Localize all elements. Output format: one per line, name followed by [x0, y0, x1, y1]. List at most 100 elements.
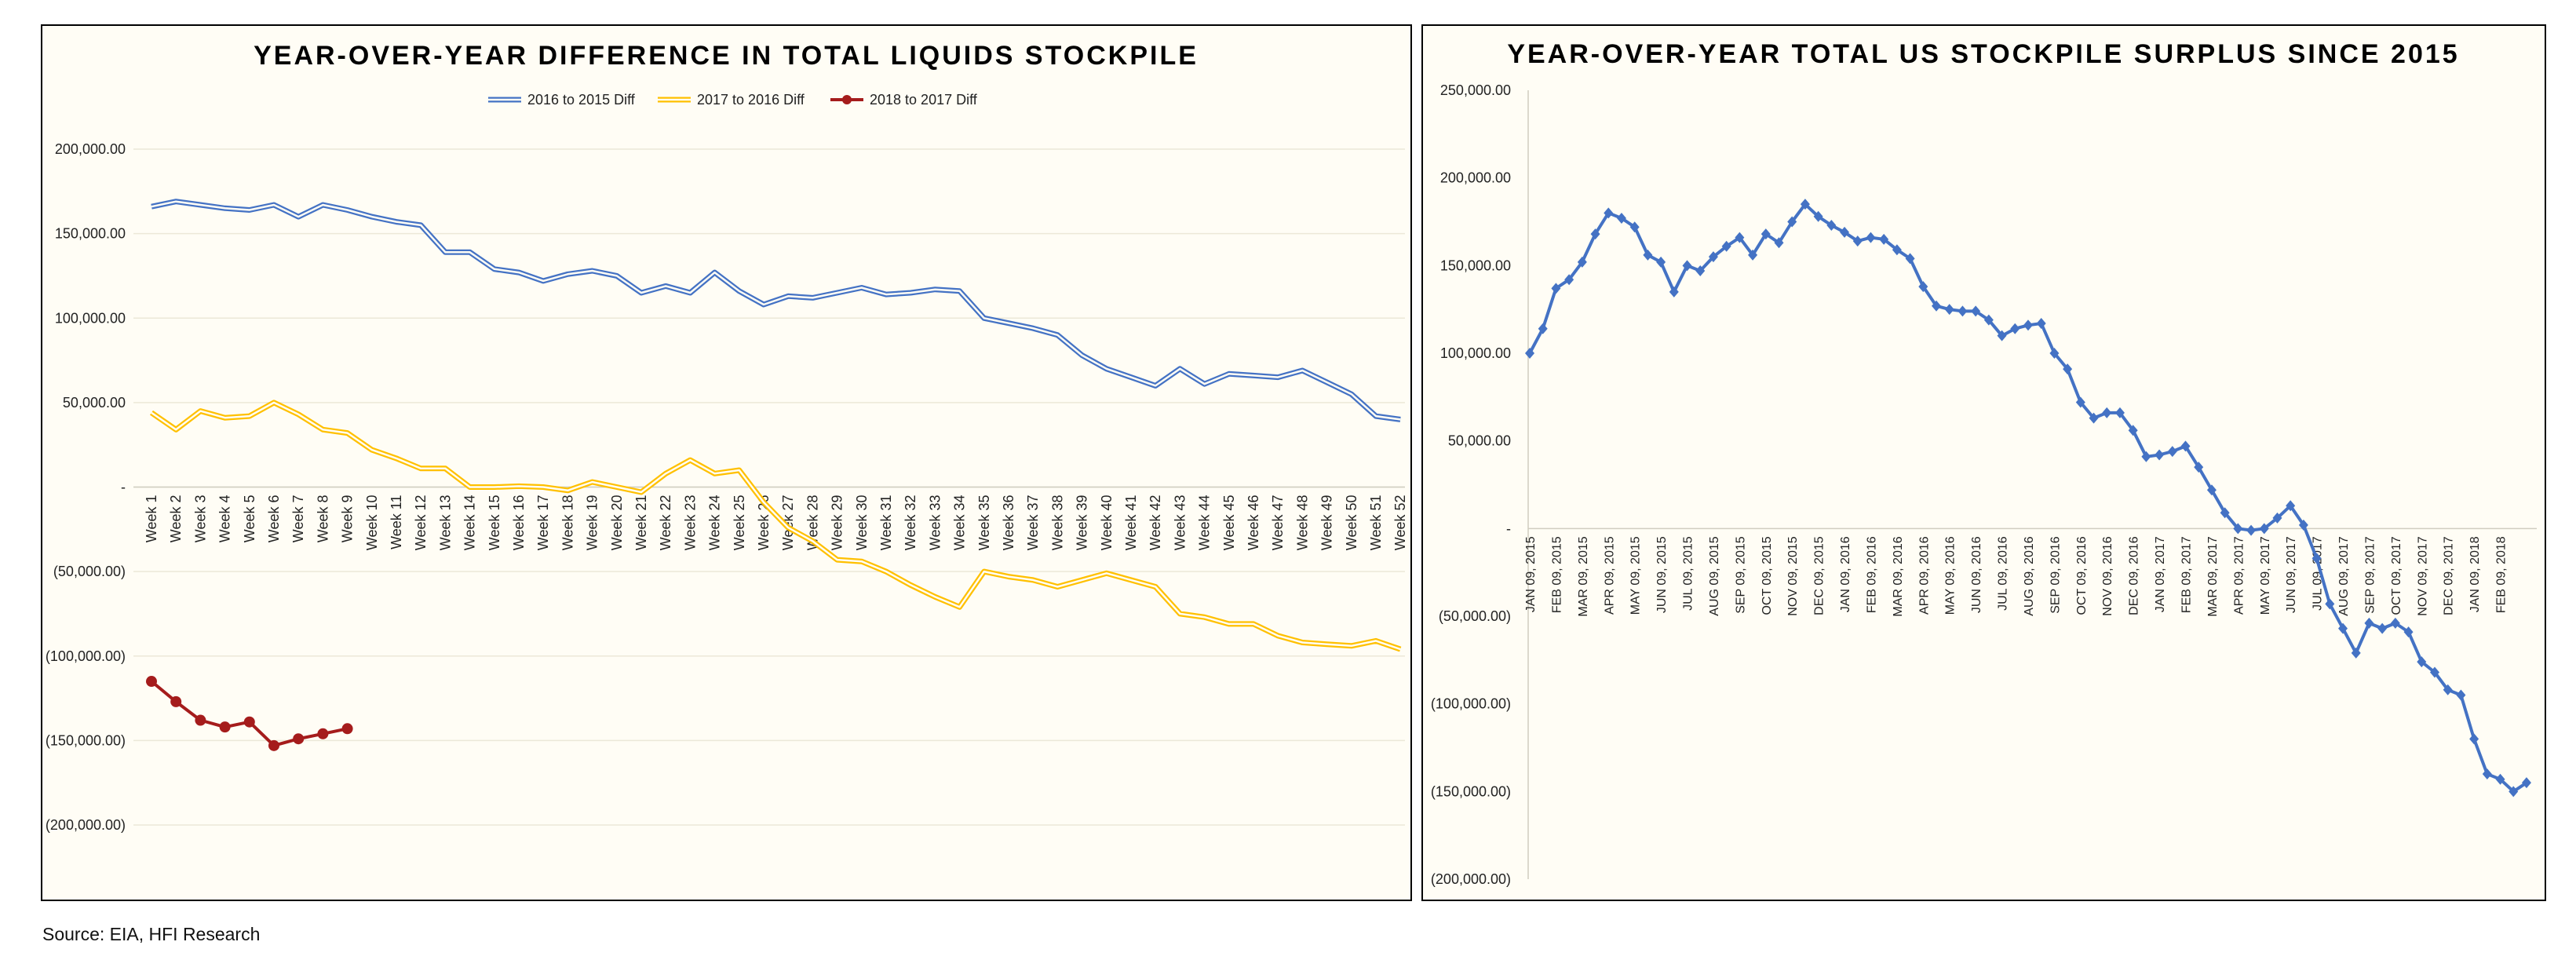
- x-tick-label: Week 14: [462, 495, 478, 551]
- x-tick-label: Week 50: [1344, 495, 1359, 551]
- point: [2456, 689, 2466, 701]
- point: [2272, 512, 2282, 524]
- x-tick-label: MAY 09, 2016: [1944, 536, 1958, 615]
- x-tick-label: Week 6: [266, 495, 282, 543]
- y-tick-label: 250,000.00: [1440, 82, 1511, 98]
- chart-title: YEAR-OVER-YEAR DIFFERENCE IN TOTAL LIQUI…: [254, 41, 1199, 71]
- point: [1761, 228, 1771, 240]
- point: [2075, 396, 2085, 408]
- point: [2128, 425, 2138, 436]
- y-tick-label: -: [121, 480, 126, 495]
- point: [1604, 207, 1614, 219]
- x-tick-label: Week 27: [780, 495, 796, 551]
- point: [2246, 524, 2257, 536]
- x-tick-label: Week 30: [854, 495, 870, 551]
- x-tick-label: DEC 09, 2017: [2443, 536, 2456, 615]
- x-tick-label: FEB 09, 2015: [1550, 536, 1563, 613]
- point: [170, 695, 182, 707]
- x-tick-label: Week 9: [340, 495, 356, 543]
- x-tick-label: Week 5: [242, 495, 257, 543]
- point: [2114, 407, 2125, 418]
- point: [2089, 412, 2099, 424]
- point: [1656, 256, 1666, 268]
- point: [2010, 323, 2020, 334]
- y-tick-label: 50,000.00: [63, 395, 126, 411]
- point: [2180, 440, 2191, 452]
- x-tick-label: Week 35: [976, 495, 992, 551]
- point: [2049, 348, 2060, 359]
- x-tick-label: SEP 09, 2017: [2363, 536, 2377, 614]
- point: [1813, 210, 1823, 222]
- x-tick-label: FEB 09, 2017: [2180, 536, 2194, 613]
- x-tick-label: AUG 09, 2015: [1708, 536, 1721, 616]
- x-tick-label: Week 1: [144, 495, 159, 543]
- point: [1590, 228, 1600, 240]
- point: [341, 723, 353, 735]
- x-tick-label: JAN 09, 2017: [2154, 536, 2167, 612]
- point: [1682, 260, 1692, 272]
- point: [2233, 523, 2243, 535]
- point: [2508, 786, 2519, 798]
- panel-left: [41, 24, 1412, 901]
- x-tick-label: NOV 09, 2016: [2101, 536, 2114, 616]
- y-tick-label: 100,000.00: [1440, 345, 1511, 361]
- point: [1577, 256, 1587, 268]
- x-tick-label: Week 43: [1172, 495, 1188, 551]
- point: [2023, 319, 2033, 331]
- x-tick-label: APR 09, 2016: [1917, 536, 1931, 615]
- x-tick-label: Week 15: [487, 495, 502, 551]
- x-tick-label: Week 33: [927, 495, 943, 551]
- point: [2063, 363, 2073, 375]
- x-tick-label: JUN 09, 2016: [1970, 536, 1983, 613]
- point: [1983, 314, 1994, 326]
- x-tick-label: Week 7: [290, 495, 306, 543]
- point: [317, 728, 329, 739]
- point: [1826, 219, 1837, 231]
- x-tick-label: Week 10: [364, 495, 380, 551]
- x-tick-label: MAY 09, 2015: [1629, 536, 1643, 615]
- x-tick-label: Week 18: [560, 495, 575, 551]
- y-tick-label: 200,000.00: [1440, 170, 1511, 186]
- point: [1774, 237, 1784, 249]
- y-tick-label: 150,000.00: [55, 226, 126, 242]
- point: [2338, 622, 2348, 634]
- x-tick-label: Week 13: [437, 495, 453, 551]
- x-tick-label: FEB 09, 2018: [2495, 536, 2508, 613]
- point: [268, 739, 279, 751]
- point: [1997, 330, 2007, 341]
- point: [1669, 286, 1679, 298]
- x-tick-label: MAR 09, 2016: [1892, 536, 1905, 616]
- point: [1932, 300, 1942, 312]
- point: [1564, 274, 1574, 286]
- point: [2390, 617, 2400, 629]
- point: [1879, 233, 1889, 245]
- x-tick-label: Week 21: [633, 495, 649, 551]
- x-tick-label: OCT 09, 2015: [1761, 536, 1774, 615]
- point: [2521, 777, 2531, 789]
- x-tick-label: JAN 09, 2016: [1839, 536, 1852, 612]
- x-tick-label: OCT 09, 2016: [2075, 536, 2089, 615]
- x-tick-label: Week 22: [658, 495, 673, 551]
- point: [2102, 407, 2112, 418]
- x-tick-label: DEC 09, 2016: [2128, 536, 2141, 615]
- point: [1800, 199, 1810, 210]
- point: [2482, 768, 2492, 779]
- point: [2429, 666, 2439, 678]
- y-tick-label: (100,000.00): [46, 648, 126, 664]
- point: [1643, 249, 1653, 261]
- x-tick-label: Week 4: [217, 495, 233, 543]
- point: [2155, 449, 2165, 461]
- panel-right: [1421, 24, 2546, 901]
- y-tick-label: (150,000.00): [1431, 783, 1511, 799]
- legend-label: 2016 to 2015 Diff: [527, 92, 636, 108]
- x-tick-label: JUN 09, 2017: [2285, 536, 2298, 613]
- x-tick-label: Week 40: [1099, 495, 1115, 551]
- point: [195, 714, 206, 726]
- point: [2377, 622, 2388, 634]
- x-tick-label: Week 2: [168, 495, 184, 543]
- x-tick-label: JAN 09, 2015: [1524, 536, 1538, 612]
- x-tick-label: MAY 09, 2017: [2259, 536, 2272, 615]
- point: [2286, 500, 2296, 512]
- x-tick-label: Week 3: [192, 495, 208, 543]
- x-tick-label: AUG 09, 2017: [2337, 536, 2351, 616]
